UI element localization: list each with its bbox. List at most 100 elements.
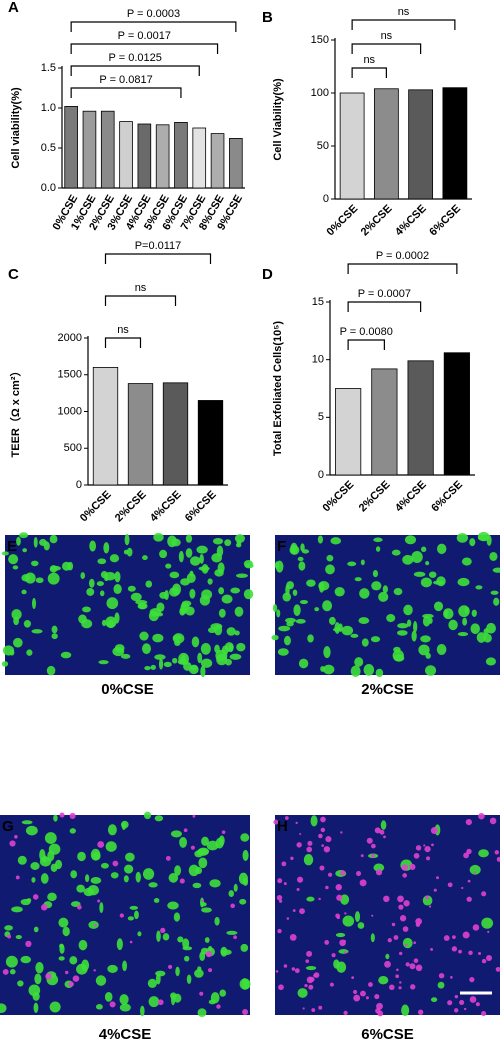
magenta-cell [365, 996, 369, 1000]
green-cell [242, 849, 249, 861]
green-cell [307, 634, 314, 643]
green-cell [282, 592, 292, 602]
micrograph [271, 531, 500, 678]
significance-label: P = 0.0017 [118, 30, 171, 42]
significance-label: P = 0.0817 [99, 74, 152, 86]
green-cell [89, 540, 97, 552]
green-cell [16, 536, 21, 546]
green-cell [458, 605, 470, 618]
green-cell [360, 559, 365, 566]
y-tick-label: 1.5 [41, 62, 56, 74]
magenta-cell [469, 976, 475, 983]
green-cell [134, 910, 139, 920]
green-cell [221, 594, 233, 604]
green-cell [448, 619, 458, 631]
green-cell [235, 573, 248, 578]
micrograph [1, 532, 254, 678]
magenta-cell [454, 994, 459, 999]
magenta-cell [485, 955, 493, 962]
bar [408, 89, 434, 200]
green-cell [199, 595, 211, 606]
green-cell [422, 615, 431, 627]
green-cell [358, 617, 370, 624]
green-cell [371, 581, 382, 591]
green-cell [1, 661, 9, 667]
magenta-cell [398, 986, 402, 990]
green-cell [436, 644, 447, 655]
green-cell [154, 815, 164, 822]
magenta-cell [487, 930, 490, 934]
magenta-cell [296, 842, 302, 848]
significance-bracket [70, 65, 200, 76]
green-cell [190, 556, 201, 566]
green-cell [354, 577, 362, 582]
magenta-cell [430, 947, 434, 951]
magenta-cell [233, 935, 237, 940]
green-cell [58, 956, 65, 961]
bar [197, 400, 224, 486]
magenta-cell [388, 984, 395, 991]
magenta-cell [292, 909, 296, 912]
bar [155, 124, 170, 189]
green-cell [168, 873, 179, 883]
green-cell [169, 571, 180, 579]
magenta-cell [7, 934, 12, 939]
green-cell [127, 916, 135, 921]
green-cell [333, 959, 340, 969]
y-tick-label: 1500 [58, 369, 82, 381]
green-cell [50, 863, 58, 872]
significance-label: ns [381, 30, 393, 42]
magenta-cell [415, 922, 421, 927]
green-cell [370, 636, 381, 643]
green-cell [420, 635, 431, 643]
green-cell [470, 623, 480, 635]
magenta-cell [294, 968, 300, 974]
green-cell [493, 597, 500, 606]
green-cell [437, 543, 447, 555]
magenta-cell [383, 835, 386, 839]
magenta-cell [391, 922, 396, 927]
green-cell [148, 882, 158, 888]
green-cell [35, 577, 44, 584]
green-cell [301, 549, 310, 554]
green-cell [226, 627, 236, 636]
green-cell [475, 585, 483, 590]
green-cell [392, 649, 404, 662]
magenta-cell [216, 1004, 221, 1009]
green-cell [31, 560, 39, 567]
green-cell [152, 633, 164, 643]
magenta-cell [273, 819, 279, 825]
green-cell [114, 571, 121, 583]
green-cell [154, 654, 166, 660]
green-cell [457, 577, 470, 587]
green-cell [425, 560, 430, 566]
green-cell [47, 572, 60, 585]
magenta-cell [360, 990, 366, 997]
magenta-cell [370, 853, 375, 858]
green-cell [206, 840, 219, 851]
green-cell [143, 811, 152, 820]
green-cell [80, 572, 86, 580]
magenta-cell [323, 846, 331, 853]
green-cell [226, 930, 238, 935]
magenta-cell [275, 970, 279, 973]
green-cell [342, 915, 355, 927]
green-cell [165, 563, 172, 569]
magenta-cell [277, 928, 282, 934]
magenta-cell [201, 899, 205, 902]
significance-bracket [70, 21, 237, 32]
green-cell [35, 962, 44, 974]
green-cell [148, 996, 160, 1008]
x-tick-label: 2%CSE [359, 203, 395, 239]
magenta-cell [279, 899, 283, 903]
magenta-cell [409, 863, 416, 870]
magenta-cell [291, 967, 296, 971]
green-cell [211, 553, 223, 563]
magenta-cell [401, 864, 408, 871]
magenta-cell [306, 950, 313, 957]
green-cell [214, 644, 220, 654]
magenta-cell [283, 882, 287, 886]
green-cell [457, 632, 469, 637]
panel-letter: H [277, 818, 288, 835]
y-tick-label: 150 [311, 34, 329, 46]
